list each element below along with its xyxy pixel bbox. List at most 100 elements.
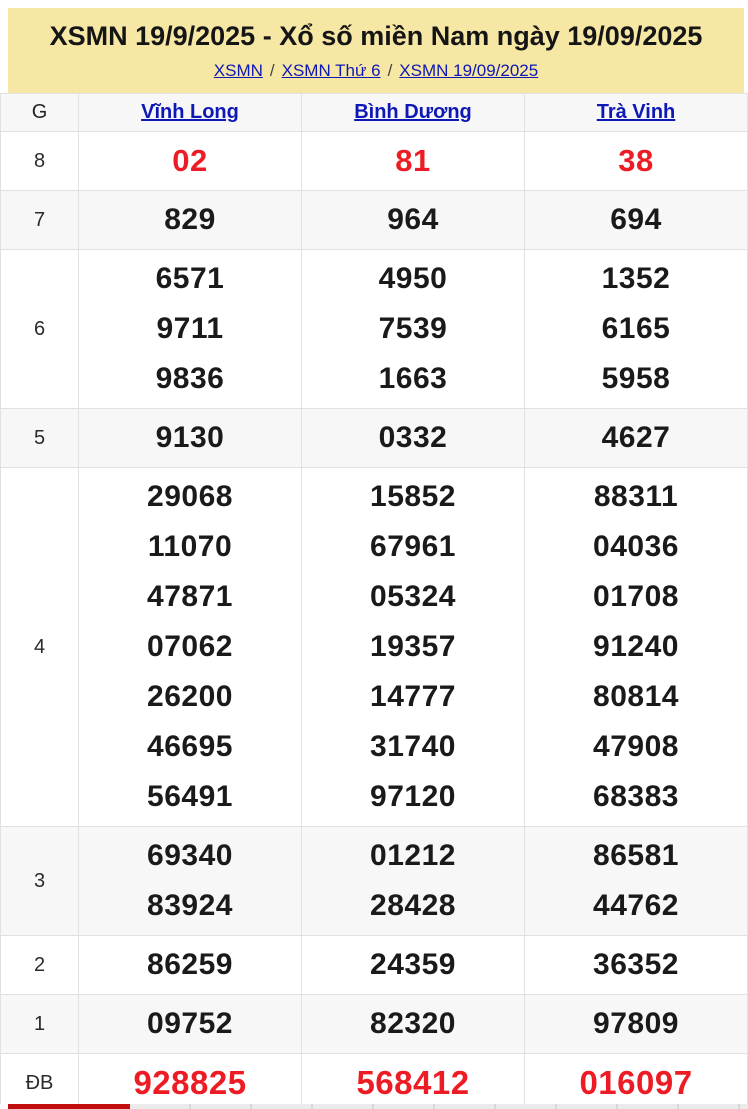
- result-cell: 568412: [301, 1053, 525, 1109]
- result-cell: 1352 6165 5958: [524, 249, 748, 410]
- next-section-strip: [0, 1104, 748, 1109]
- breadcrumb: XSMN / XSMN Thứ 6 / XSMN 19/09/2025: [14, 61, 738, 81]
- prize-number: 09752: [147, 1007, 233, 1041]
- table-row-prize-1: 1 09752 82320 97809: [0, 994, 748, 1055]
- prize-number: 31740: [370, 730, 456, 764]
- prize-number: 0332: [378, 421, 448, 455]
- breadcrumb-link-xsmn-date[interactable]: XSMN 19/09/2025: [399, 61, 539, 81]
- table-row-prize-7: 7 829 964 694: [0, 190, 748, 251]
- prize-number: 9711: [156, 312, 224, 346]
- prize-number: 67961: [370, 530, 456, 564]
- prize-number: 07062: [147, 630, 233, 664]
- strip-padding: [0, 1104, 8, 1109]
- page-title: XSMN 19/9/2025 - Xổ số miền Nam ngày 19/…: [49, 21, 703, 51]
- prize-number: 01212: [370, 839, 456, 873]
- table-row-prize-8: 8 02 81 38: [0, 131, 748, 192]
- result-cell: 24359: [301, 935, 525, 996]
- result-cell: 02: [78, 131, 302, 192]
- prize-label: 4: [0, 467, 79, 828]
- strip-cells: [130, 1104, 748, 1109]
- result-cell: 38: [524, 131, 748, 192]
- prize-number: 26200: [147, 680, 233, 714]
- prize-number: 97809: [593, 1007, 679, 1041]
- result-cell: 29068 11070 47871 07062 26200 46695 5649…: [78, 467, 302, 828]
- result-cell: 928825: [78, 1053, 302, 1109]
- prize-number: 47871: [147, 580, 233, 614]
- prize-number: 7539: [378, 312, 448, 346]
- result-cell: 82320: [301, 994, 525, 1055]
- prize-number: 97120: [370, 780, 456, 814]
- prize-number: 82320: [370, 1007, 456, 1041]
- breadcrumb-link-xsmn[interactable]: XSMN: [213, 61, 263, 81]
- result-cell: 4627: [524, 408, 748, 469]
- special-prize-number: 016097: [579, 1064, 693, 1102]
- prize-number: 80814: [593, 680, 679, 714]
- result-cell: 09752: [78, 994, 302, 1055]
- prize-number: 83924: [147, 889, 233, 923]
- prize-number: 829: [164, 203, 216, 237]
- prize-number: 964: [387, 203, 439, 237]
- prize-number: 05324: [370, 580, 456, 614]
- result-cell: 86259: [78, 935, 302, 996]
- result-cell: 4950 7539 1663: [301, 249, 525, 410]
- table-row-prize-5: 5 9130 0332 4627: [0, 408, 748, 469]
- prize-number: 01708: [593, 580, 679, 614]
- result-cell: 694: [524, 190, 748, 251]
- prize-number: 9130: [155, 421, 225, 455]
- prize-number: 36352: [593, 948, 679, 982]
- prize-number: 4950: [378, 262, 448, 296]
- prize-number: 38: [618, 143, 654, 179]
- prize-number: 24359: [370, 948, 456, 982]
- table-row-prize-4: 4 29068 11070 47871 07062 26200 46695 56…: [0, 467, 748, 828]
- breadcrumb-separator: /: [387, 61, 393, 81]
- prize-label: 3: [0, 826, 79, 937]
- header-box: XSMN 19/9/2025 - Xổ số miền Nam ngày 19/…: [8, 8, 744, 94]
- prize-number: 6165: [601, 312, 671, 346]
- prize-number: 88311: [593, 480, 679, 514]
- table-row-prize-db: ĐB 928825 568412 016097: [0, 1053, 748, 1109]
- prize-number: 6571: [155, 262, 225, 296]
- prize-label: 8: [0, 131, 79, 192]
- prize-label: 1: [0, 994, 79, 1055]
- breadcrumb-separator: /: [269, 61, 275, 81]
- province-link-tra-vinh[interactable]: Trà Vinh: [596, 101, 676, 124]
- table-row-prize-2: 2 86259 24359 36352: [0, 935, 748, 996]
- table-header-row: G Vĩnh Long Bình Dương Trà Vinh: [0, 93, 748, 133]
- prize-number: 47908: [593, 730, 679, 764]
- prize-number: 86259: [147, 948, 233, 982]
- result-cell: 97809: [524, 994, 748, 1055]
- province-link-binh-duong[interactable]: Bình Dương: [354, 101, 472, 124]
- prize-number: 91240: [593, 630, 679, 664]
- result-cell: 0332: [301, 408, 525, 469]
- prize-label: 5: [0, 408, 79, 469]
- prize-label: 7: [0, 190, 79, 251]
- prize-number: 15852: [370, 480, 456, 514]
- results-table: G Vĩnh Long Bình Dương Trà Vinh 8 02 81 …: [0, 93, 748, 1109]
- special-prize-number: 928825: [133, 1064, 247, 1102]
- prize-column-header: G: [0, 93, 79, 133]
- prize-number: 46695: [147, 730, 233, 764]
- result-cell: 36352: [524, 935, 748, 996]
- breadcrumb-link-xsmn-thu6[interactable]: XSMN Thứ 6: [281, 61, 381, 81]
- prize-label: ĐB: [0, 1053, 79, 1109]
- province-link-vinh-long[interactable]: Vĩnh Long: [141, 101, 239, 124]
- prize-number: 69340: [147, 839, 233, 873]
- result-cell: 01212 28428: [301, 826, 525, 937]
- column-header-vinh-long: Vĩnh Long: [78, 93, 302, 133]
- prize-number: 11070: [147, 530, 233, 564]
- active-tab-indicator: [8, 1104, 130, 1109]
- result-cell: 81: [301, 131, 525, 192]
- result-cell: 69340 83924: [78, 826, 302, 937]
- result-cell: 86581 44762: [524, 826, 748, 937]
- prize-number: 1352: [601, 262, 671, 296]
- column-header-binh-duong: Bình Dương: [301, 93, 525, 133]
- column-header-tra-vinh: Trà Vinh: [524, 93, 748, 133]
- prize-number: 14777: [370, 680, 456, 714]
- prize-number: 68383: [593, 780, 679, 814]
- prize-number: 02: [172, 143, 208, 179]
- prize-number: 4627: [601, 421, 671, 455]
- table-row-prize-6: 6 6571 9711 9836 4950 7539 1663 1352 616…: [0, 249, 748, 410]
- table-row-prize-3: 3 69340 83924 01212 28428 86581 44762: [0, 826, 748, 937]
- prize-number: 04036: [593, 530, 679, 564]
